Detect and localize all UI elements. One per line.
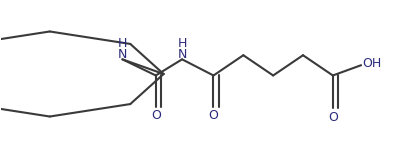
Text: O: O (151, 108, 161, 122)
Text: H: H (118, 37, 127, 50)
Text: O: O (328, 111, 338, 124)
Text: N: N (177, 48, 187, 61)
Text: OH: OH (362, 57, 381, 70)
Text: O: O (208, 108, 218, 122)
Text: H: H (177, 37, 187, 50)
Text: N: N (118, 48, 127, 61)
